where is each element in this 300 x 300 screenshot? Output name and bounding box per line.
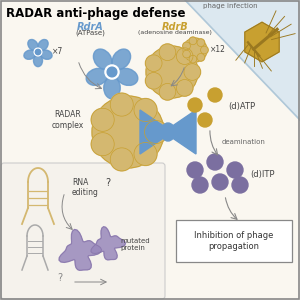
Text: RADAR anti-phage defense: RADAR anti-phage defense <box>6 7 185 20</box>
Circle shape <box>197 39 205 46</box>
Circle shape <box>34 48 42 56</box>
Circle shape <box>92 96 164 168</box>
Circle shape <box>227 162 243 178</box>
Circle shape <box>200 46 208 54</box>
Circle shape <box>183 50 190 58</box>
Circle shape <box>176 48 193 64</box>
Circle shape <box>110 148 133 171</box>
Text: (adenosine deaminase): (adenosine deaminase) <box>138 30 212 35</box>
Circle shape <box>183 38 207 62</box>
Circle shape <box>207 154 223 170</box>
Circle shape <box>187 162 203 178</box>
Ellipse shape <box>104 77 120 99</box>
Polygon shape <box>59 230 101 270</box>
Circle shape <box>188 98 202 112</box>
Circle shape <box>145 121 168 143</box>
Polygon shape <box>140 110 165 154</box>
Polygon shape <box>185 0 300 120</box>
Text: (d)ITP: (d)ITP <box>250 170 274 179</box>
Circle shape <box>184 64 201 80</box>
Circle shape <box>189 55 197 63</box>
Circle shape <box>91 108 114 131</box>
FancyBboxPatch shape <box>1 163 165 299</box>
Circle shape <box>192 177 208 193</box>
Circle shape <box>232 177 248 193</box>
Circle shape <box>189 37 197 45</box>
Text: RdrA: RdrA <box>76 22 103 32</box>
Circle shape <box>105 65 119 79</box>
Circle shape <box>212 174 228 190</box>
Text: phage infection: phage infection <box>203 3 257 9</box>
Text: RdrB: RdrB <box>162 22 188 32</box>
Ellipse shape <box>93 49 112 69</box>
Ellipse shape <box>40 50 52 59</box>
Ellipse shape <box>86 68 108 86</box>
Circle shape <box>208 88 222 102</box>
Text: (ATPase): (ATPase) <box>75 30 105 37</box>
Circle shape <box>183 42 190 50</box>
Ellipse shape <box>34 55 43 67</box>
Ellipse shape <box>38 40 48 50</box>
FancyBboxPatch shape <box>176 220 292 262</box>
Circle shape <box>146 46 198 98</box>
Circle shape <box>176 80 193 96</box>
Circle shape <box>107 67 117 77</box>
Ellipse shape <box>28 40 38 50</box>
Polygon shape <box>171 110 196 154</box>
Text: deamination: deamination <box>222 139 266 145</box>
Circle shape <box>198 113 212 127</box>
Circle shape <box>91 133 114 156</box>
Circle shape <box>134 98 157 122</box>
Circle shape <box>134 142 157 166</box>
Polygon shape <box>91 227 125 260</box>
Text: ?: ? <box>105 178 110 188</box>
Text: ×7: ×7 <box>52 47 63 56</box>
Ellipse shape <box>161 123 175 141</box>
Circle shape <box>110 93 133 116</box>
Text: (d)ATP: (d)ATP <box>228 103 255 112</box>
Circle shape <box>35 50 40 55</box>
Text: ?: ? <box>57 273 63 283</box>
Circle shape <box>159 44 176 61</box>
Ellipse shape <box>24 50 36 59</box>
Ellipse shape <box>116 68 138 86</box>
Circle shape <box>146 73 162 89</box>
Text: RNA
editing: RNA editing <box>72 178 99 197</box>
Text: ×12: ×12 <box>210 46 226 55</box>
Text: RADAR
complex: RADAR complex <box>52 110 84 130</box>
Text: mutated
protein: mutated protein <box>120 238 150 251</box>
Ellipse shape <box>112 49 130 69</box>
Polygon shape <box>245 22 279 62</box>
Circle shape <box>146 55 162 71</box>
Circle shape <box>159 83 176 100</box>
Text: Inhibition of phage
propagation: Inhibition of phage propagation <box>194 231 274 251</box>
Circle shape <box>197 53 205 61</box>
